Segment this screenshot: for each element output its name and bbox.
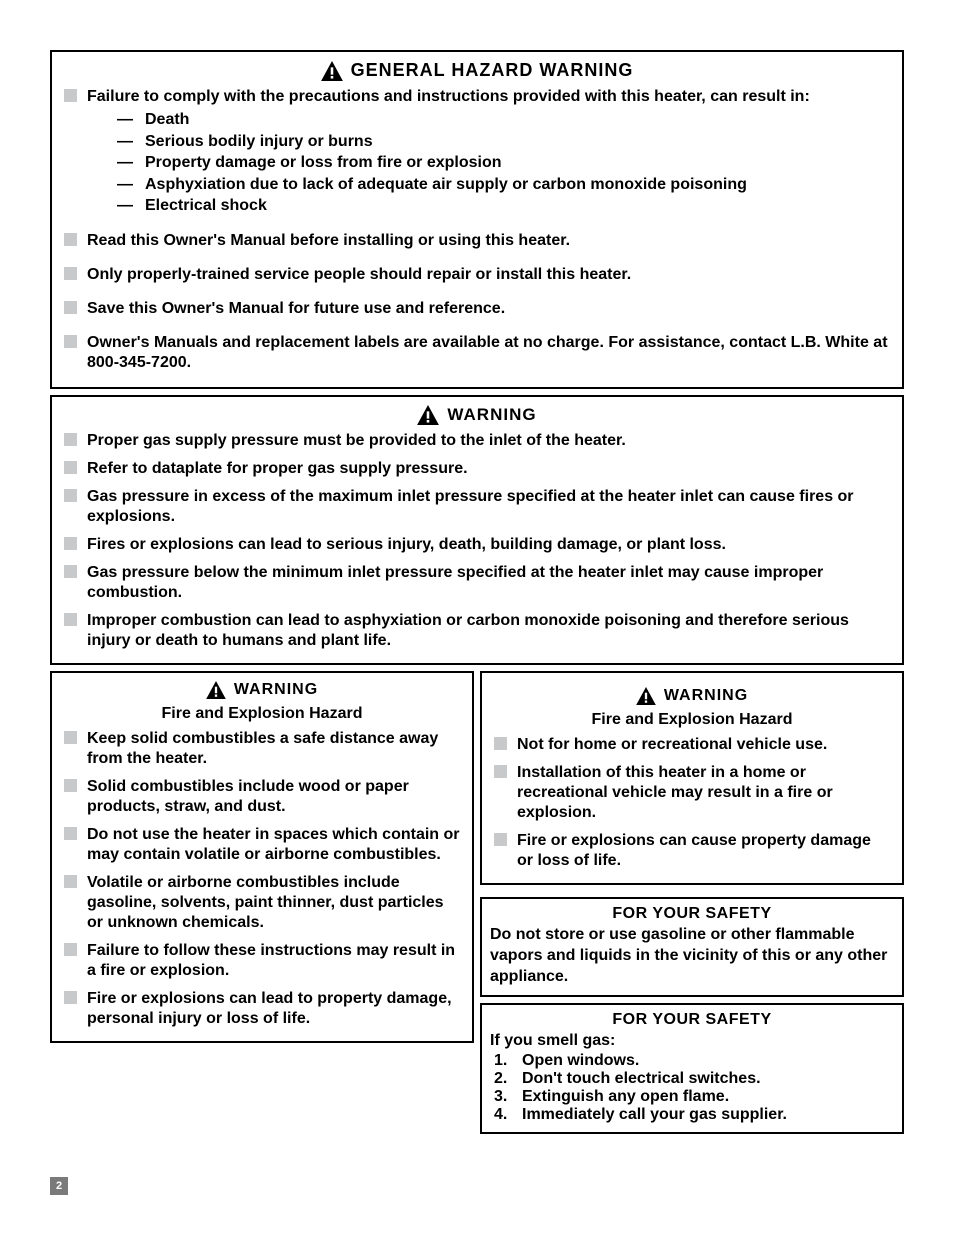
bullet-icon — [64, 991, 77, 1004]
left-warning-panel: WARNING Fire and Explosion Hazard Keep s… — [50, 671, 474, 1043]
page-number-badge: 2 — [50, 1177, 68, 1195]
bullet-icon — [494, 765, 507, 778]
pressure-item: Refer to dataplate for proper gas supply… — [64, 459, 890, 479]
general-item: Read this Owner's Manual before installi… — [64, 231, 890, 251]
pressure-item: Fires or explosions can lead to serious … — [64, 535, 890, 555]
bullet-icon — [64, 875, 77, 888]
consequence: Electrical shock — [117, 195, 890, 217]
safety-panel-1: FOR YOUR SAFETY Do not store or use gaso… — [480, 897, 904, 997]
safety2-steps: Open windows. Don't touch electrical swi… — [490, 1052, 894, 1124]
bullet-icon — [64, 565, 77, 578]
bullet-icon — [494, 737, 507, 750]
warning-icon — [321, 61, 343, 81]
bullet-icon — [64, 489, 77, 502]
left-subtitle: Fire and Explosion Hazard — [64, 705, 460, 723]
left-item: Do not use the heater in spaces which co… — [64, 825, 460, 865]
right-title: WARNING — [664, 687, 748, 705]
right-warning-panel: WARNING Fire and Explosion Hazard Not fo… — [480, 671, 904, 885]
right-column: WARNING Fire and Explosion Hazard Not fo… — [480, 671, 904, 1134]
right-item: Installation of this heater in a home or… — [494, 763, 890, 823]
left-item: Solid combustibles include wood or paper… — [64, 777, 460, 817]
bullet-icon — [64, 827, 77, 840]
safety1-title: FOR YOUR SAFETY — [490, 905, 894, 923]
general-hazard-panel: GENERAL HAZARD WARNING Failure to comply… — [50, 50, 904, 389]
warning-icon — [417, 405, 439, 425]
right-subtitle: Fire and Explosion Hazard — [494, 711, 890, 729]
safety-step: Open windows. — [494, 1052, 894, 1070]
left-heading: WARNING — [64, 681, 460, 699]
bullet-icon — [64, 943, 77, 956]
left-item: Volatile or airborne combustibles includ… — [64, 873, 460, 933]
right-list: Not for home or recreational vehicle use… — [494, 735, 890, 871]
consequence: Asphyxiation due to lack of adequate air… — [117, 174, 890, 196]
pressure-title: WARNING — [447, 405, 536, 425]
general-item: Only properly-trained service people sho… — [64, 265, 890, 285]
general-lead: Failure to comply with the precautions a… — [87, 87, 890, 107]
pressure-warning-panel: WARNING Proper gas supply pressure must … — [50, 395, 904, 665]
two-column-row: WARNING Fire and Explosion Hazard Keep s… — [50, 671, 904, 1134]
general-item: Save this Owner's Manual for future use … — [64, 299, 890, 319]
general-lead-item: Failure to comply with the precautions a… — [64, 87, 890, 217]
consequence-list: Death Serious bodily injury or burns Pro… — [87, 109, 890, 217]
consequence: Property damage or loss from fire or exp… — [117, 152, 890, 174]
safety2-lead: If you smell gas: — [490, 1031, 894, 1052]
safety-step: Immediately call your gas supplier. — [494, 1106, 894, 1124]
safety-step: Extinguish any open flame. — [494, 1088, 894, 1106]
general-list: Failure to comply with the precautions a… — [64, 87, 890, 373]
warning-icon — [206, 681, 226, 699]
left-item: Keep solid combustibles a safe distance … — [64, 729, 460, 769]
safety-panel-2: FOR YOUR SAFETY If you smell gas: Open w… — [480, 1003, 904, 1134]
bullet-icon — [64, 613, 77, 626]
pressure-heading: WARNING — [64, 405, 890, 425]
bullet-icon — [494, 833, 507, 846]
safety1-body: Do not store or use gasoline or other fl… — [490, 925, 894, 987]
pressure-list: Proper gas supply pressure must be provi… — [64, 431, 890, 651]
right-item: Not for home or recreational vehicle use… — [494, 735, 890, 755]
general-hazard-heading: GENERAL HAZARD WARNING — [64, 60, 890, 81]
consequence: Serious bodily injury or burns — [117, 131, 890, 153]
left-list: Keep solid combustibles a safe distance … — [64, 729, 460, 1029]
bullet-icon — [64, 89, 77, 102]
bullet-icon — [64, 335, 77, 348]
left-column: WARNING Fire and Explosion Hazard Keep s… — [50, 671, 474, 1134]
left-item: Failure to follow these instructions may… — [64, 941, 460, 981]
pressure-item: Proper gas supply pressure must be provi… — [64, 431, 890, 451]
bullet-icon — [64, 731, 77, 744]
bullet-icon — [64, 267, 77, 280]
consequence: Death — [117, 109, 890, 131]
bullet-icon — [64, 779, 77, 792]
pressure-item: Gas pressure below the minimum inlet pre… — [64, 563, 890, 603]
general-hazard-title: GENERAL HAZARD WARNING — [351, 60, 634, 81]
safety-step: Don't touch electrical switches. — [494, 1070, 894, 1088]
warning-icon — [636, 687, 656, 705]
right-heading: WARNING — [494, 687, 890, 705]
safety2-title: FOR YOUR SAFETY — [490, 1011, 894, 1029]
bullet-icon — [64, 537, 77, 550]
bullet-icon — [64, 461, 77, 474]
bullet-icon — [64, 233, 77, 246]
left-item: Fire or explosions can lead to property … — [64, 989, 460, 1029]
bullet-icon — [64, 433, 77, 446]
general-item: Owner's Manuals and replacement labels a… — [64, 333, 890, 373]
right-item: Fire or explosions can cause property da… — [494, 831, 890, 871]
pressure-item: Gas pressure in excess of the maximum in… — [64, 487, 890, 527]
bullet-icon — [64, 301, 77, 314]
left-title: WARNING — [234, 681, 318, 699]
pressure-item: Improper combustion can lead to asphyxia… — [64, 611, 890, 651]
